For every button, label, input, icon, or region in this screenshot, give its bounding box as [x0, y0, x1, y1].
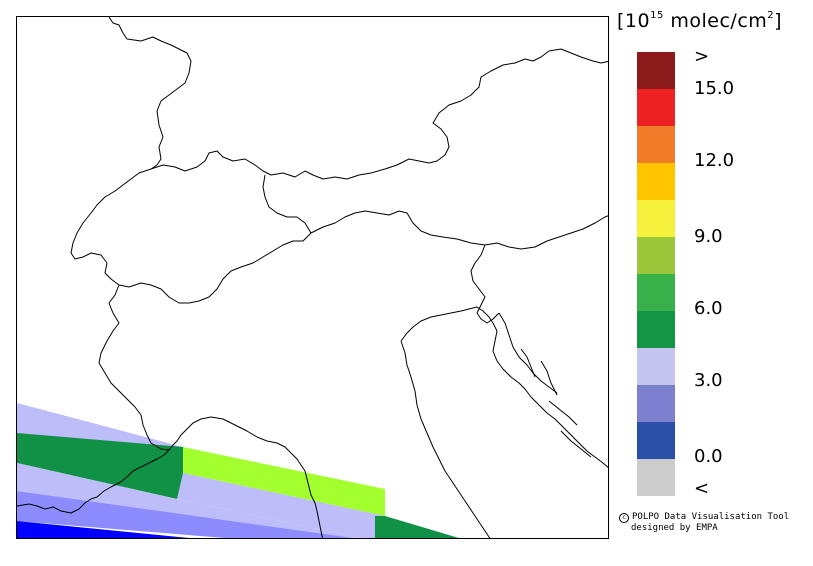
color-scale-box [637, 200, 675, 237]
color-scale-box [637, 52, 675, 89]
color-scale-box [637, 422, 675, 459]
color-scale-box [637, 459, 675, 496]
swath-band [183, 447, 385, 516]
legend-unit-title: [1015 molec/cm2] [617, 10, 783, 32]
color-scale-box [637, 274, 675, 311]
color-scale-box [637, 163, 675, 200]
color-scale-box [637, 385, 675, 422]
credit-line-2: designed by EMPA [631, 523, 718, 533]
border-ch-de [70, 168, 170, 451]
boundary-layer [17, 17, 608, 538]
swath-band [17, 463, 361, 538]
swath-band [177, 473, 385, 538]
color-scale-box [637, 348, 675, 385]
border-it-si [470, 244, 500, 324]
border-alps [150, 48, 608, 180]
color-scale-label: 9.0 [694, 226, 723, 247]
color-scale-box [637, 311, 675, 348]
coastline-istria [498, 312, 558, 394]
color-scale-box [637, 89, 675, 126]
coastline-adriatic-italy [400, 340, 491, 538]
color-scale-label: 12.0 [694, 150, 735, 171]
color-scale-label: 0.0 [694, 446, 723, 467]
swath-band [17, 491, 354, 538]
swath-band [375, 516, 459, 538]
swath-band [17, 521, 189, 538]
copyright-icon: c [619, 513, 629, 523]
border-north [108, 17, 192, 170]
map-panel [16, 16, 609, 539]
color-scale-label: 15.0 [694, 78, 735, 99]
credit-text: c POLPO Data Visualisation Tool designed … [619, 512, 789, 533]
swath-band [17, 433, 183, 499]
color-scale-box [637, 126, 675, 163]
islands-kvarner [520, 348, 592, 458]
color-scale-bar [637, 52, 675, 496]
swath-layer [17, 403, 459, 538]
color-scale-label: > [694, 46, 710, 67]
border-ch-it [118, 174, 312, 304]
coastline-ligurian [17, 416, 324, 538]
color-scale-label: 6.0 [694, 298, 723, 319]
credit-line-1: POLPO Data Visualisation Tool [632, 512, 790, 522]
border-it-at [310, 210, 608, 250]
color-scale-box [637, 237, 675, 274]
color-scale-label: 3.0 [694, 370, 723, 391]
coastline-adriatic-west [400, 306, 608, 468]
map-canvas [17, 17, 608, 538]
color-scale-label: < [694, 478, 710, 499]
